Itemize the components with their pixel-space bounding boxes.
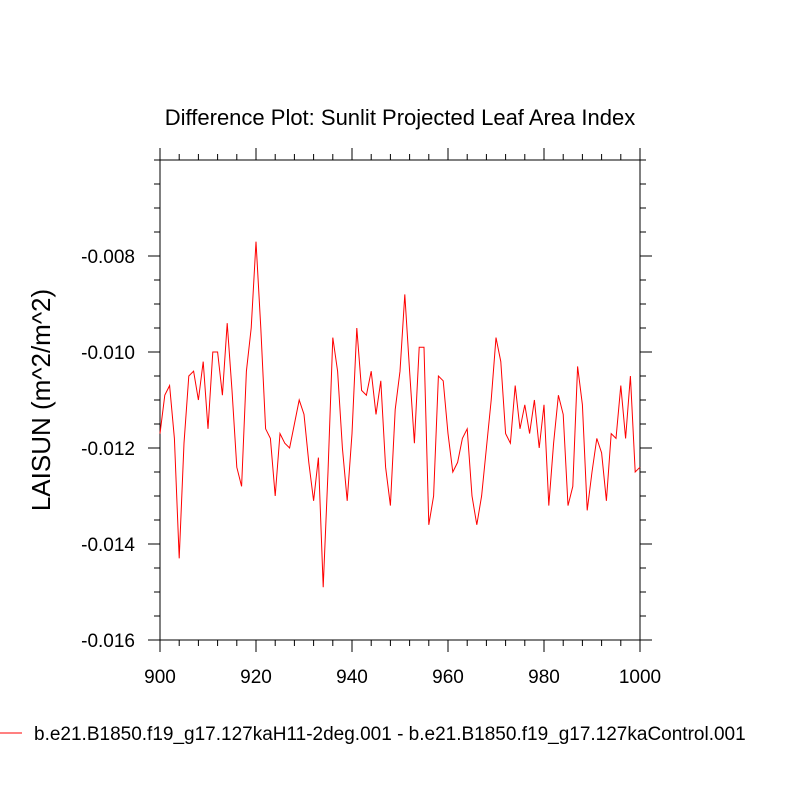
y-axis-label: LAISUN (m^2/m^2): [26, 289, 56, 511]
y-tick-label: -0.012: [81, 439, 135, 460]
x-tick-label: 940: [336, 667, 368, 688]
x-tick-label: 1000: [619, 667, 661, 688]
y-axis: -0.016 -0.014 -0.012 -0.010 -0.008: [81, 159, 652, 652]
x-axis: 900 920 940 960 980 1000: [144, 148, 661, 688]
chart-title: Difference Plot: Sunlit Projected Leaf A…: [165, 105, 635, 130]
y-tick-label: -0.008: [81, 247, 135, 268]
x-tick-label: 920: [240, 667, 272, 688]
y-tick-label: -0.014: [81, 535, 135, 556]
x-tick-label: 980: [528, 667, 560, 688]
x-tick-label: 900: [144, 667, 176, 688]
y-tick-label: -0.016: [81, 631, 135, 652]
legend-label: b.e21.B1850.f19_g17.127kaH11-2deg.001 - …: [34, 724, 746, 745]
series-layer: [159, 241, 641, 588]
y-tick-label: -0.010: [81, 343, 135, 364]
series-line: [159, 241, 641, 588]
legend: b.e21.B1850.f19_g17.127kaH11-2deg.001 - …: [0, 724, 746, 745]
x-tick-label: 960: [432, 667, 464, 688]
plot-frame: [159, 159, 641, 641]
